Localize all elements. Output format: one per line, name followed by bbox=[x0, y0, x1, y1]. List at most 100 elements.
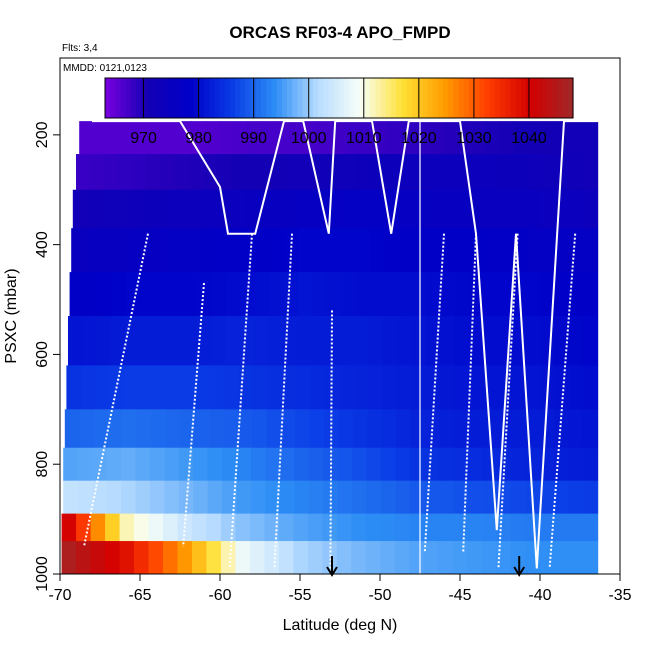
x-axis-label: Latitude (deg N) bbox=[283, 617, 398, 634]
heatmap-cell bbox=[297, 272, 313, 317]
heatmap-cell bbox=[368, 316, 384, 366]
colorbar-swatch bbox=[437, 78, 444, 118]
heatmap-cell bbox=[366, 480, 382, 515]
colorbar-swatch bbox=[458, 78, 465, 118]
heatmap-cell bbox=[541, 154, 556, 191]
heatmap-cell bbox=[282, 316, 298, 366]
heatmap-cell bbox=[79, 409, 95, 449]
heatmap-cell bbox=[397, 272, 413, 317]
heatmap-cell bbox=[481, 513, 497, 542]
heatmap-cell bbox=[395, 447, 411, 482]
colorbar-frame bbox=[104, 77, 574, 119]
heatmap-cell bbox=[82, 316, 98, 366]
heatmap-cell bbox=[540, 189, 556, 229]
heatmap-cell bbox=[380, 541, 396, 574]
heatmap-cell bbox=[409, 541, 425, 574]
heatmap-cell bbox=[206, 513, 222, 542]
heatmap-cell bbox=[164, 447, 180, 482]
heatmap-cell bbox=[164, 480, 180, 515]
heatmap-cell bbox=[106, 447, 122, 482]
heatmap-cell bbox=[468, 409, 483, 449]
heatmap-cell bbox=[354, 316, 370, 366]
colorbar-swatch bbox=[240, 78, 246, 118]
heatmap-cell bbox=[120, 447, 137, 482]
profile-track-line bbox=[609, 233, 620, 284]
heatmap-cell bbox=[237, 409, 253, 449]
heatmap-cell bbox=[343, 154, 359, 191]
heatmap-cell bbox=[264, 541, 280, 574]
colorbar-swatch bbox=[209, 78, 215, 118]
colorbar-swatch bbox=[536, 78, 543, 118]
heatmap-cell bbox=[183, 272, 199, 317]
heatmap-cell bbox=[510, 513, 526, 542]
heatmap-cell bbox=[160, 154, 176, 191]
heatmap-cell bbox=[236, 480, 252, 515]
heatmap-cell bbox=[226, 272, 242, 317]
heatmap-cell bbox=[249, 541, 266, 574]
x-tick-label: -55 bbox=[288, 587, 311, 604]
heatmap-cell bbox=[257, 189, 272, 229]
colorbar-swatch bbox=[318, 78, 324, 118]
colorbar-swatch bbox=[323, 78, 330, 118]
heatmap-cell bbox=[525, 365, 541, 410]
heatmap-cell bbox=[188, 154, 204, 191]
heatmap-cell bbox=[76, 513, 92, 542]
heatmap-cell bbox=[231, 154, 246, 191]
heatmap-cell bbox=[409, 447, 425, 482]
colorbar-swatch bbox=[136, 78, 142, 118]
heatmap-cell bbox=[140, 272, 156, 317]
colorbar-swatch bbox=[261, 78, 267, 118]
heatmap-cell bbox=[440, 316, 456, 366]
heatmap-cell bbox=[95, 365, 111, 410]
heatmap-cell bbox=[136, 409, 152, 449]
heatmap-cell bbox=[149, 447, 165, 482]
heatmap-cell bbox=[583, 189, 599, 229]
heatmap-cell bbox=[527, 121, 543, 155]
heatmap-cell bbox=[510, 480, 526, 515]
heatmap-cell bbox=[80, 365, 96, 410]
heatmap-cell bbox=[454, 365, 469, 410]
colorbar-tick-label: 970 bbox=[130, 130, 157, 147]
flight-track-overlay bbox=[83, 120, 620, 569]
colorbar-swatch bbox=[151, 78, 158, 118]
heatmap-cell bbox=[454, 316, 470, 366]
arrow-markers bbox=[326, 556, 526, 577]
heatmap-cell bbox=[224, 365, 240, 410]
heatmap-cell bbox=[156, 228, 172, 273]
colorbar-swatch bbox=[157, 78, 163, 118]
heatmap-cell bbox=[98, 272, 114, 317]
heatmap-cell bbox=[169, 272, 185, 317]
heatmap-cell bbox=[526, 228, 542, 273]
heatmap-cell bbox=[554, 513, 570, 542]
heatmap-cell bbox=[311, 316, 327, 366]
heatmap-cell bbox=[337, 447, 353, 482]
heatmap-cell bbox=[338, 409, 354, 449]
heatmap-cell bbox=[409, 513, 425, 542]
heatmap-cell bbox=[278, 541, 294, 574]
heatmap-cell bbox=[108, 409, 123, 449]
flights-annotation: Flts: 3,4 bbox=[62, 43, 98, 54]
heatmap-cell bbox=[438, 513, 454, 542]
heatmap-cell bbox=[287, 154, 303, 191]
heatmap-cell bbox=[554, 272, 570, 317]
heatmap-cell bbox=[455, 228, 471, 273]
heatmap-cell bbox=[583, 480, 599, 515]
colorbar-swatch bbox=[495, 78, 501, 118]
colorbar-swatch bbox=[271, 78, 278, 118]
heatmap-cell bbox=[409, 480, 425, 515]
heatmap-cell bbox=[241, 228, 257, 273]
heatmap-cell bbox=[227, 228, 243, 273]
heatmap-cell bbox=[511, 365, 527, 410]
heatmap-cell bbox=[441, 228, 456, 273]
heatmap-cell bbox=[308, 480, 324, 515]
heatmap-cell bbox=[569, 121, 585, 155]
heatmap-cell bbox=[439, 365, 455, 410]
heatmap-cell bbox=[527, 154, 542, 191]
heatmap-cell bbox=[428, 154, 444, 191]
heatmap-cell bbox=[395, 480, 411, 515]
heatmap-cell bbox=[427, 189, 443, 229]
colorbar-tick-label: 1000 bbox=[291, 130, 327, 147]
heatmap-cell bbox=[105, 513, 121, 542]
colorbar-swatch bbox=[354, 78, 361, 118]
heatmap-cell bbox=[138, 365, 154, 410]
